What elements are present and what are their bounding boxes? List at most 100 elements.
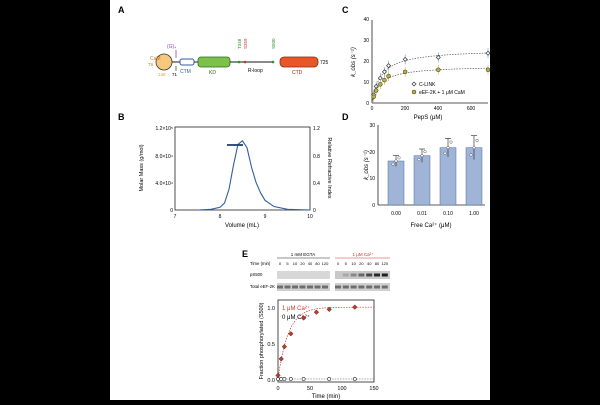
b-right-tick-1: 1.2 [313,126,320,132]
c-point-c-link [381,69,387,75]
blot-ca-label: 1 μM Ca²⁺ [353,252,375,257]
blot-time: 20 [359,261,364,266]
d-replicate [475,138,479,142]
blot-row2-label: Total eEF-2K [250,284,275,289]
panel-label-a: A [118,5,125,15]
pos-148: 148 [158,72,166,77]
b-left-tick-2: 8.0×10⁴ [155,154,173,160]
blot-time: 0 [337,261,340,266]
b-x-tick-4: 10 [307,214,313,220]
e-point-zero [327,377,332,381]
e-legend-ca: 1 μM Ca²⁺ [282,305,310,312]
rloop-label: R-loop [248,68,263,74]
blot-time-values: 0 5 10 20 40 80 120 0 5 10 20 40 80 120 [279,261,389,266]
e-point-ca [313,309,320,315]
blot-band-ps500 [350,273,357,277]
blot-time: 80 [315,261,320,266]
d-replicate [420,154,424,158]
t348-marker [237,60,241,64]
blot-band-ps500 [358,273,365,277]
blot-egta-label: 1 mM EGTA [291,252,315,257]
blot-time-label: Time (min) [250,261,271,266]
c-ylabel: k_obs (s⁻¹) [351,47,357,77]
e-y-tick-05: 0.5 [267,342,275,348]
blot-band-ps500 [284,273,291,277]
domain-diagram: CaM 79 (G)₄ 148 71 CTM KD T348 S359 R-lo… [148,38,329,77]
blot-band-total [342,285,349,289]
pos-71: 71 [172,72,178,77]
d-y-tick-0: 0 [372,203,375,209]
b-left-tick-4: 0 [170,208,173,214]
b-x-tick-3: 9 [264,214,267,220]
c-x-tick-0: 0 [371,106,374,112]
e-x-tick-0: 0 [276,386,279,392]
cam-position: 79 [148,62,154,67]
e-x-tick-100: 100 [337,386,346,392]
panel-label-d: D [342,112,349,122]
kd-label: KD [209,70,216,76]
e-point-ca [288,331,294,337]
c-point-c-link [435,54,441,60]
blot-band-ps500 [299,273,306,277]
b-ylabel-right: Relative Refractive Index [326,137,332,198]
blot-band-total [292,285,298,289]
b-x-tick-2: 8 [219,214,222,220]
figure-canvas: A CaM 79 (G)₄ 148 71 CTM KD T348 S359 R-… [118,5,491,400]
blot-band-total [335,285,341,289]
e-point-zero [352,377,357,381]
b-right-tick-2: 0.8 [313,154,320,160]
ctd-domain [279,56,319,68]
e-point-zero [276,377,280,381]
e-point-zero [288,377,293,381]
blot-band-total [314,285,321,289]
d-y-tick-10: 10 [369,176,375,182]
blot-band-total [299,285,306,289]
blot-time: 40 [367,261,372,266]
e-points [275,304,358,381]
e-y-tick-10: 1.0 [267,306,275,312]
c-xlabel: PepS (μM) [414,115,443,121]
c-x-tick-600: 600 [467,106,476,112]
blot-time: 5 [345,261,348,266]
d-x-tick: 1.00 [469,211,479,217]
c-y-tick-40: 40 [363,17,369,23]
blot-band-total [350,285,357,289]
blot-bands [277,273,388,289]
d-y-tick-20: 20 [369,150,375,156]
c-point-cam [386,73,391,79]
blot-time: 5 [286,261,289,266]
e-point-zero [279,377,284,381]
e-point-ca [352,304,358,310]
d-replicate [469,153,473,157]
c-y-tick-10: 10 [363,80,369,86]
d-bar [387,160,405,206]
blot-band-ps500 [366,273,373,277]
d-replicate [397,156,401,160]
b-x-tick-1: 7 [174,214,177,220]
blot-band-total [284,285,291,289]
d-x-tick: 0.01 [417,211,427,217]
figure: A CaM 79 (G)₄ 148 71 CTM KD T348 S359 R-… [110,0,491,400]
d-replicate [449,140,453,144]
d-replicate [443,151,447,155]
d-replicate [472,146,476,150]
c-y-tick-0: 0 [366,101,369,107]
e-xlabel: Time (min) [312,394,340,400]
cam-label: CaM [150,56,161,62]
blot-band-ps500 [307,273,313,277]
d-bars: 0.00 0.01 0.10 1.00 [387,135,483,217]
c-legend-marker-2 [411,89,417,95]
t348-label: T348 [237,38,242,49]
c-y-tick-30: 30 [363,38,369,44]
c-y-tick-20: 20 [363,59,369,65]
e-point-ca [278,356,284,362]
blot-band-ps500 [322,273,328,277]
d-replicate [423,150,427,154]
e-y-tick-0: 0.0 [267,378,275,384]
e-point-zero [301,377,306,381]
c-point-cam [382,77,387,83]
d-replicate [446,146,450,150]
d-ylabel: k_obs (s⁻¹) [364,150,370,180]
c-point-cam [402,69,408,75]
blot-time: 10 [351,261,356,266]
